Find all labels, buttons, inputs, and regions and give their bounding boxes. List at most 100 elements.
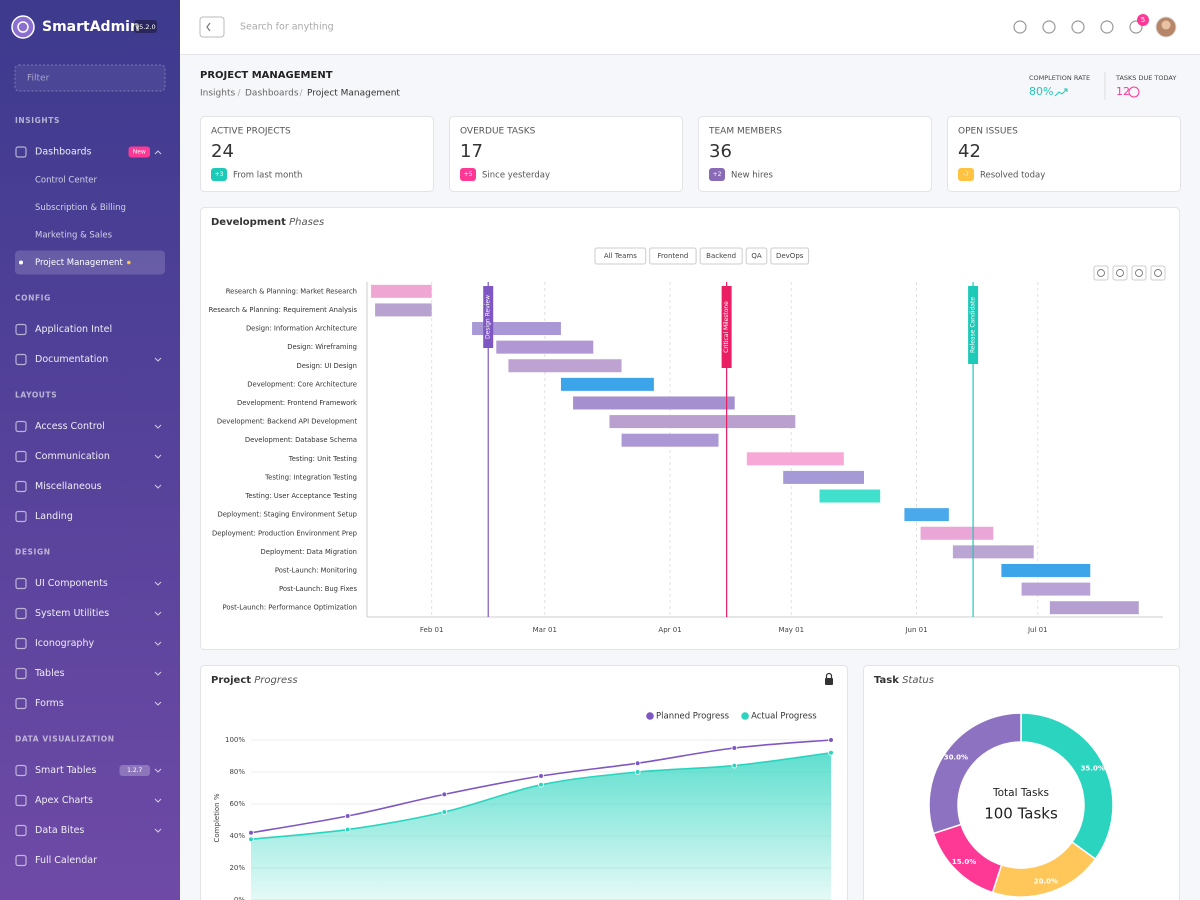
zoom-button[interactable] <box>1150 265 1166 281</box>
filter-label[interactable]: DevOps <box>776 252 804 260</box>
task-label: Design: Information Architecture <box>246 325 357 333</box>
nav-icon <box>15 697 27 710</box>
completion-value: 80% <box>1029 85 1053 98</box>
gantt-bar[interactable] <box>472 322 561 336</box>
nav-item[interactable]: Communication <box>35 451 110 462</box>
gantt-bar[interactable] <box>746 452 844 466</box>
stat-value: 17 <box>460 141 483 162</box>
nav-item[interactable]: Full Calendar <box>35 855 97 866</box>
nav-item[interactable]: UI Components <box>35 578 108 589</box>
task-label: Post-Launch: Bug Fixes <box>279 585 357 593</box>
nav-item[interactable]: Forms <box>35 698 64 709</box>
zoom-icon <box>1154 269 1162 277</box>
gantt-bar[interactable] <box>783 470 864 484</box>
filter-button[interactable] <box>770 247 810 265</box>
breadcrumb[interactable]: Dashboards <box>245 89 299 99</box>
nav-item[interactable]: Dashboards <box>35 147 92 158</box>
filter-label[interactable]: Frontend <box>657 252 688 260</box>
chevron <box>154 768 162 773</box>
chevron <box>154 611 162 616</box>
y-tick-label: 80% <box>229 768 245 776</box>
nav-subitem[interactable]: Marketing & Sales <box>35 231 113 241</box>
nav-subitem[interactable]: Control Center <box>35 176 98 186</box>
legend-dot[interactable] <box>646 712 654 720</box>
gantt-bar[interactable] <box>371 284 432 298</box>
breadcrumb[interactable]: Insights <box>200 89 235 99</box>
y-tick-label: 100% <box>225 736 245 744</box>
nav-item[interactable]: System Utilities <box>35 608 109 619</box>
filter-input[interactable] <box>14 64 166 92</box>
x-tick-label: Jul 01 <box>1027 626 1048 634</box>
nav-item[interactable]: Application Intel <box>35 324 112 335</box>
filter-button[interactable] <box>649 247 697 265</box>
gantt-bar[interactable] <box>819 489 881 503</box>
task-label: Post-Launch: Monitoring <box>275 566 357 574</box>
lock-icon[interactable] <box>825 678 833 685</box>
legend-label[interactable]: Actual Progress <box>751 712 817 722</box>
task-label: Post-Launch: Performance Optimization <box>223 604 357 612</box>
filter-label[interactable]: All Teams <box>604 252 637 260</box>
topbar-icon[interactable] <box>1042 20 1056 34</box>
stat-badge <box>709 168 725 181</box>
gantt-bar[interactable] <box>952 545 1034 559</box>
task-label: Deployment: Staging Environment Setup <box>218 511 358 519</box>
gantt-bar[interactable] <box>573 396 735 410</box>
gantt-bar[interactable] <box>609 415 796 429</box>
gantt-bar[interactable] <box>375 303 432 317</box>
legend-dot[interactable] <box>741 712 749 720</box>
gantt-bar[interactable] <box>904 508 949 522</box>
y-tick-label: 40% <box>229 832 245 840</box>
notification-count: 5 <box>1141 16 1145 24</box>
filter-label[interactable]: Backend <box>706 252 736 260</box>
filter-button[interactable] <box>594 247 647 265</box>
nav-subitem[interactable]: Project Management <box>35 258 123 268</box>
nav-item[interactable]: Miscellaneous <box>35 481 102 492</box>
gantt-bar[interactable] <box>1001 563 1091 577</box>
filter-label[interactable]: QA <box>751 252 762 260</box>
gantt-bar[interactable] <box>1049 601 1139 615</box>
topbar-icon[interactable] <box>1071 20 1085 34</box>
zoom-button[interactable] <box>1112 265 1128 281</box>
gantt-bar[interactable] <box>496 340 594 354</box>
donut-slice[interactable] <box>1020 712 1114 861</box>
legend-label[interactable]: Planned Progress <box>656 712 730 722</box>
section-title: DESIGN <box>15 548 51 557</box>
nav-item[interactable]: Access Control <box>35 421 105 432</box>
nav-icon <box>15 510 27 523</box>
donut-slice[interactable] <box>928 712 1022 835</box>
back-icon <box>206 22 211 32</box>
filter-button[interactable] <box>699 247 743 265</box>
stat-badge <box>958 168 974 181</box>
milestone-label: Release Candidate <box>970 297 977 353</box>
zoom-icon <box>1116 269 1124 277</box>
filter-button[interactable] <box>745 247 768 265</box>
gantt-bar[interactable] <box>1021 582 1091 596</box>
stat-card <box>947 116 1181 192</box>
back-button[interactable] <box>199 16 225 38</box>
data-point <box>634 769 641 775</box>
zoom-button[interactable] <box>1093 265 1109 281</box>
nav-item[interactable]: Apex Charts <box>35 795 93 806</box>
nav-active <box>15 250 165 275</box>
gantt-bar[interactable] <box>621 433 719 447</box>
data-point <box>344 813 351 819</box>
nav-item[interactable]: Smart Tables <box>35 765 96 776</box>
nav-item[interactable]: Landing <box>35 511 73 522</box>
topbar-icon[interactable] <box>1013 20 1027 34</box>
gantt-bar[interactable] <box>508 359 622 373</box>
tasks-due-value: 12 <box>1116 85 1130 98</box>
gantt-bar[interactable] <box>920 526 994 540</box>
topbar-icon[interactable] <box>1129 20 1143 34</box>
nav-item[interactable]: Documentation <box>35 354 108 365</box>
nav-item[interactable]: Tables <box>34 668 65 679</box>
title-em: Phases <box>289 217 324 228</box>
nav-item[interactable]: Data Bites <box>35 825 84 836</box>
nav-item[interactable]: Iconography <box>35 638 94 649</box>
stat-card <box>200 116 434 192</box>
topbar-icon[interactable] <box>1100 20 1114 34</box>
task-label: Development: Database Schema <box>245 436 357 444</box>
zoom-button[interactable] <box>1131 265 1147 281</box>
nav-subitem[interactable]: Subscription & Billing <box>35 203 126 213</box>
gantt-bar[interactable] <box>560 377 654 391</box>
